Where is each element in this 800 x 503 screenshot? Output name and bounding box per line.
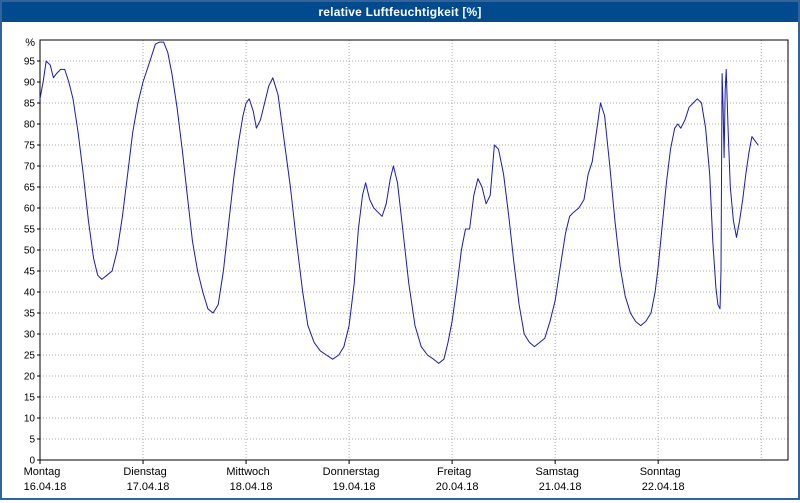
y-tick-label: 90 bbox=[24, 78, 36, 89]
chart-container: 0 5 10 15 20 25 30 35 40 45 50 55 60 65 70 75 80 85 90 95% M… bbox=[2, 22, 798, 498]
y-tick-label: 50 bbox=[24, 246, 36, 257]
humidity-line-chart: 0 5 10 15 20 25 30 35 40 45 50 55 60 65 70 75 80 85 90 95% M… bbox=[24, 37, 789, 493]
y-tick-label: 20 bbox=[24, 372, 36, 383]
chart-title: relative Luftfeuchtigkeit [%] bbox=[318, 5, 482, 19]
y-tick-label: 40 bbox=[24, 288, 36, 299]
plot-border bbox=[39, 39, 789, 461]
x-tick-label-date: 20.04.18 bbox=[436, 481, 479, 493]
y-tick-label: 35 bbox=[24, 309, 36, 320]
title-bar: relative Luftfeuchtigkeit [%] bbox=[2, 2, 798, 22]
x-tick-label-date: 22.04.18 bbox=[642, 481, 685, 493]
y-tick-label: 45 bbox=[24, 267, 36, 278]
x-tick-label-day: Mittwoch bbox=[226, 466, 269, 478]
y-tick-label: 95 bbox=[24, 57, 36, 68]
x-tick-label-date: 16.04.18 bbox=[24, 481, 67, 493]
x-tick-label-day: Freitag bbox=[437, 466, 471, 478]
y-tick-label: 85 bbox=[24, 99, 36, 110]
axis-ticks bbox=[37, 60, 659, 464]
x-tick-label-day: Sonntag bbox=[640, 466, 681, 478]
x-tick-label-day: Donnerstag bbox=[323, 466, 380, 478]
y-tick-label: 55 bbox=[24, 225, 36, 236]
humidity-series-line bbox=[39, 41, 759, 364]
y-tick-label: 70 bbox=[24, 162, 36, 173]
x-tick-label-date: 19.04.18 bbox=[333, 481, 376, 493]
y-tick-label: 25 bbox=[24, 351, 36, 362]
y-tick-label: 80 bbox=[24, 120, 36, 131]
x-tick-label-date: 18.04.18 bbox=[230, 481, 273, 493]
y-axis-unit-label: % bbox=[25, 37, 35, 49]
y-tick-label: 0 bbox=[29, 456, 35, 467]
y-tick-label: 75 bbox=[24, 141, 36, 152]
y-tick-label: 15 bbox=[24, 393, 36, 404]
x-tick-label-day: Dienstag bbox=[123, 466, 166, 478]
y-tick-label: 10 bbox=[24, 414, 36, 425]
y-tick-label: 5 bbox=[29, 435, 35, 446]
x-tick-label-date: 21.04.18 bbox=[539, 481, 582, 493]
y-tick-label: 60 bbox=[24, 204, 36, 215]
y-tick-label: 30 bbox=[24, 330, 36, 341]
x-tick-label-date: 17.04.18 bbox=[127, 481, 170, 493]
grid-lines bbox=[40, 40, 788, 460]
x-tick-label-day: Samstag bbox=[535, 466, 578, 478]
axis-labels: 0 5 10 15 20 25 30 35 40 45 50 55 60 65 70 75 80 85 90 95% M… bbox=[24, 37, 685, 493]
x-tick-label-day: Montag bbox=[24, 466, 61, 478]
y-tick-label: 65 bbox=[24, 183, 36, 194]
